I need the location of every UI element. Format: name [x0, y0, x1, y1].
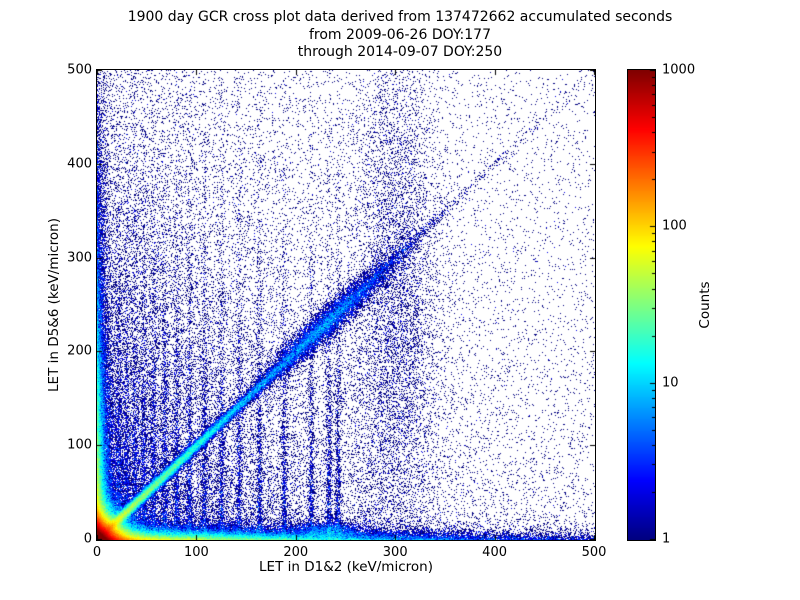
x-tick-label: 300	[382, 545, 408, 560]
x-tick-label: 500	[581, 545, 607, 560]
colorbar-tick-label: 100	[662, 218, 687, 234]
x-axis-label: LET in D1&2 (keV/micron)	[259, 559, 433, 575]
x-tick-label: 0	[92, 545, 102, 560]
x-tick-label: 400	[482, 545, 508, 560]
colorbar-tick-label: 1000	[662, 62, 696, 78]
chart-title: 1900 day GCR cross plot data derived fro…	[0, 9, 800, 62]
y-tick-label: 500	[67, 62, 92, 78]
y-tick-label: 100	[67, 437, 92, 453]
x-tick-label: 100	[183, 545, 209, 560]
scatter-heatmap-canvas	[97, 70, 595, 540]
y-tick-label: 0	[83, 531, 92, 547]
y-axis-label: LET in D5&6 (keV/micron)	[46, 218, 62, 392]
colorbar-label: Counts	[697, 281, 713, 329]
title-line-2: from 2009-06-26 DOY:177	[308, 26, 491, 43]
y-tick-label: 400	[67, 156, 92, 172]
title-line-3: through 2014-09-07 DOY:250	[297, 44, 503, 60]
colorbar	[627, 69, 656, 541]
colorbar-gradient-canvas	[628, 70, 655, 540]
colorbar-tick-label: 1	[662, 531, 671, 547]
title-line-1: 1900 day GCR cross plot data derived fro…	[127, 9, 673, 25]
plot-area	[96, 69, 596, 541]
x-tick-label: 200	[283, 545, 309, 560]
colorbar-tick-label: 10	[662, 375, 679, 391]
y-tick-label: 200	[67, 343, 92, 359]
y-tick-label: 300	[67, 250, 92, 266]
